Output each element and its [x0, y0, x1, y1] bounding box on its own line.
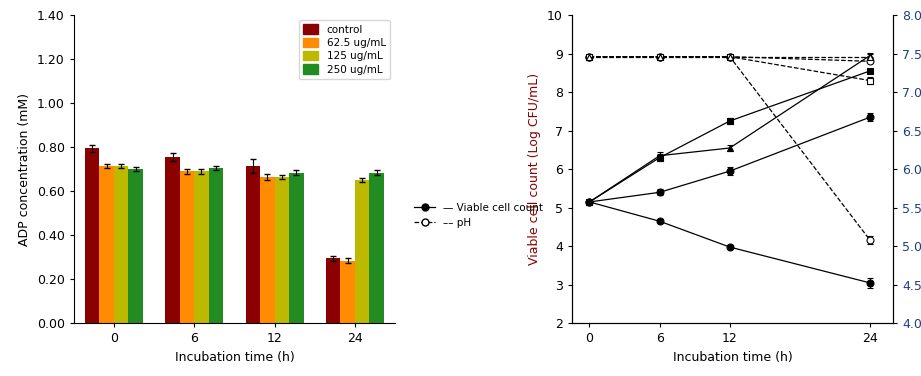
Bar [369, 173, 384, 323]
Bar [355, 180, 369, 323]
Bar [128, 169, 143, 323]
X-axis label: Incubation time (h): Incubation time (h) [672, 351, 793, 364]
Bar [194, 171, 209, 323]
Bar [165, 157, 180, 323]
Bar [85, 148, 99, 323]
Y-axis label: Viable cell count (Log CFU/mL): Viable cell count (Log CFU/mL) [529, 73, 542, 265]
Y-axis label: ADP concentration (mM): ADP concentration (mM) [18, 93, 31, 246]
Bar [246, 166, 260, 323]
X-axis label: Incubation time (h): Incubation time (h) [174, 351, 295, 364]
Bar [180, 171, 194, 323]
Bar [114, 166, 128, 323]
Bar [274, 177, 289, 323]
Bar [209, 168, 223, 323]
Bar [289, 173, 304, 323]
Bar [341, 261, 355, 323]
Bar [326, 258, 341, 323]
Bar [260, 177, 274, 323]
Legend: control, 62.5 ug/mL, 125 ug/mL, 250 ug/mL: control, 62.5 ug/mL, 125 ug/mL, 250 ug/m… [298, 20, 390, 79]
Bar [99, 166, 114, 323]
Legend: — Viable cell count, –– pH: — Viable cell count, –– pH [410, 199, 547, 232]
